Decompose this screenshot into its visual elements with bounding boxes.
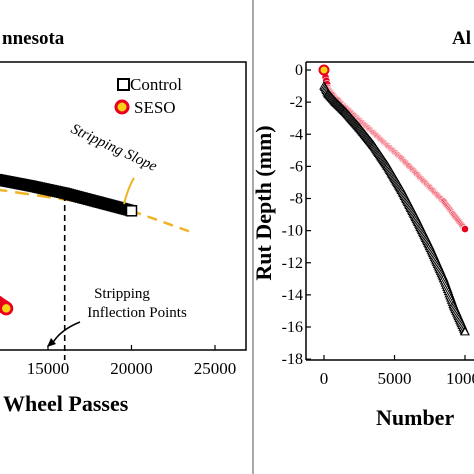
fit-line [131,209,191,233]
left-x-tick-label: 15000 [27,359,70,378]
legend: Control SESO [114,75,182,117]
right-x-tick-label: 0 [320,369,329,388]
control-point [460,326,470,336]
control-point-last [125,205,138,217]
left-plot-frame [0,61,247,351]
right-x-axis-title: Number [376,405,454,430]
legend-seso-label: SESO [134,98,176,117]
annotation-stripping: Stripping [94,286,150,302]
right-y-tick-label: -8 [290,191,303,208]
right-y-tick-label: -18 [282,351,303,368]
right-x-tick-label: 5000 [378,369,412,388]
right-y-tick-label: -2 [290,94,303,111]
right-y-tick-label: -14 [282,287,303,304]
legend-control-marker [117,78,130,91]
annotation-inflection-points: Inflection Points [87,305,187,321]
stripping-slope-pointer [123,177,135,205]
right-y-axis-title: Rut Depth (mm) [251,125,276,280]
annotation-stripping-slope: Stripping Slope [68,121,159,175]
right-y-tick-label: -4 [290,126,303,143]
right-x-tick-label: 1000 [446,369,474,388]
seso-point-last [0,301,13,316]
inflection-arrow [51,321,81,345]
legend-control-label: Control [130,75,182,94]
right-panel: Al 0 -2 -4 -6 -8 -10 -12 -14 -16 -18 0 5000 1000 Rut… [251,28,474,430]
left-x-tick-label: 20000 [110,359,153,378]
right-y-tick-label: -12 [282,255,303,272]
right-y-tick-label: -10 [282,223,303,240]
right-panel-title: Al [452,28,471,49]
legend-seso-marker [114,99,130,115]
right-y-tick-label: -6 [290,158,303,175]
left-panel-title: nnesota [2,28,65,49]
right-y-tick-label: 0 [295,62,303,79]
right-y-tick-label: -16 [282,319,303,336]
inflection-label-box [80,282,197,328]
seso-point-first [318,64,330,76]
left-panel: nnesota 15000 20000 25000 Control SESO Str… [0,28,247,416]
left-x-axis-title: Wheel Passes [3,391,129,416]
inflection-arrowhead [47,338,56,347]
left-x-tick-label: 25000 [194,359,237,378]
seso-point [461,225,469,233]
